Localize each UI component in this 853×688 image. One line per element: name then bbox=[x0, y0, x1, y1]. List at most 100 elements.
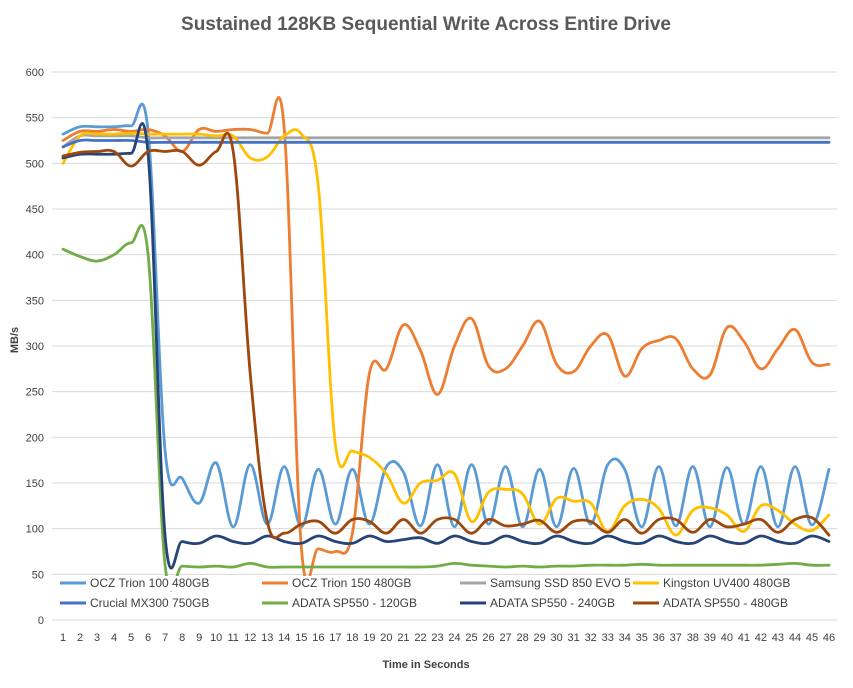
x-tick-label: 10 bbox=[210, 632, 222, 644]
legend-item-crucial-mx300-750gb: Crucial MX300 750GB bbox=[57, 596, 257, 611]
y-axis-label: MB/s bbox=[9, 327, 21, 353]
y-tick-label: 50 bbox=[32, 569, 44, 581]
x-tick-label: 20 bbox=[380, 632, 392, 644]
x-tick-label: 27 bbox=[499, 632, 511, 644]
legend-item-background bbox=[259, 576, 459, 591]
series-line-crucial-mx300-750gb bbox=[61, 138, 831, 149]
x-tick-label: 24 bbox=[448, 632, 460, 644]
x-tick-label: 4 bbox=[111, 632, 117, 644]
x-axis-label: Time in Seconds bbox=[382, 659, 469, 671]
x-tick-label: 35 bbox=[636, 632, 648, 644]
legend-label: ADATA SP550 - 120GB bbox=[292, 596, 417, 610]
legend-item-background bbox=[630, 576, 830, 591]
x-tick-label: 21 bbox=[397, 632, 409, 644]
x-tick-label: 11 bbox=[228, 632, 239, 644]
legend-label: ADATA SP550 - 240GB bbox=[490, 596, 615, 610]
x-tick-label: 6 bbox=[145, 632, 151, 644]
x-tick-label: 13 bbox=[261, 632, 273, 644]
series-line-ocz-trion-100-480gb bbox=[61, 102, 831, 529]
gridlines bbox=[52, 71, 837, 621]
x-tick-label: 9 bbox=[196, 632, 202, 644]
series-line-adata-sp550-240gb bbox=[61, 121, 831, 570]
y-tick-label: 100 bbox=[26, 524, 44, 536]
y-tick-label: 250 bbox=[26, 387, 44, 399]
y-axis-ticks: 0 50 100 150 200 250 300 350 400 450 500 550 600 bbox=[26, 67, 44, 627]
x-tick-label: 1 bbox=[60, 632, 66, 644]
x-tick-label: 14 bbox=[278, 632, 290, 644]
x-tick-label: 31 bbox=[568, 632, 580, 644]
y-tick-label: 150 bbox=[26, 478, 44, 490]
series-line-samsung-ssd-850-evo-500gb bbox=[61, 133, 831, 149]
x-tick-label: 22 bbox=[414, 632, 426, 644]
legend-item-background bbox=[57, 596, 257, 611]
x-tick-label: 36 bbox=[653, 632, 665, 644]
x-tick-label: 17 bbox=[329, 632, 341, 644]
x-tick-label: 34 bbox=[619, 632, 631, 644]
x-tick-label: 30 bbox=[551, 632, 563, 644]
x-tick-label: 15 bbox=[295, 632, 307, 644]
series-lines bbox=[61, 96, 831, 592]
legend-label: OCZ Trion 100 480GB bbox=[90, 576, 209, 590]
y-tick-label: 400 bbox=[26, 250, 44, 262]
x-tick-label: 25 bbox=[465, 632, 477, 644]
legend: OCZ Trion 100 480GB OCZ Trion 150 480GB Sa… bbox=[57, 576, 830, 611]
x-tick-label: 12 bbox=[244, 632, 256, 644]
legend-item-background bbox=[457, 596, 657, 611]
y-tick-label: 350 bbox=[26, 295, 44, 307]
legend-label: OCZ Trion 150 480GB bbox=[292, 576, 411, 590]
legend-item-background bbox=[630, 596, 830, 611]
legend-label: Crucial MX300 750GB bbox=[90, 596, 209, 610]
series-line-kingston-uv400-480gb bbox=[61, 128, 831, 537]
legend-item-adata-sp550-120gb: ADATA SP550 - 120GB bbox=[259, 596, 459, 611]
y-tick-label: 450 bbox=[26, 204, 44, 216]
legend-item-adata-sp550-480gb: ADATA SP550 - 480GB bbox=[630, 596, 830, 611]
x-tick-label: 19 bbox=[363, 632, 375, 644]
x-tick-label: 38 bbox=[687, 632, 699, 644]
legend-item-samsung-ssd-850-evo-500gb: Samsung SSD 850 EVO 500GB bbox=[457, 576, 661, 591]
legend-item-background bbox=[259, 596, 459, 611]
legend-item-background bbox=[457, 576, 657, 591]
series-line-adata-sp550-480gb bbox=[61, 131, 831, 540]
x-tick-label: 33 bbox=[602, 632, 614, 644]
y-tick-label: 200 bbox=[26, 432, 44, 444]
x-tick-label: 45 bbox=[806, 632, 818, 644]
x-axis-ticks: 1 2 3 4 5 6 7 8 9 10 11 12 13 14 15 16 17 18 19 20 21 22 23 24 2… bbox=[60, 632, 835, 644]
y-tick-label: 600 bbox=[26, 67, 44, 79]
legend-item-ocz-trion-100-480gb: OCZ Trion 100 480GB bbox=[57, 576, 257, 591]
x-tick-label: 28 bbox=[516, 632, 528, 644]
x-tick-label: 29 bbox=[533, 632, 545, 644]
legend-label: ADATA SP550 - 480GB bbox=[663, 596, 788, 610]
x-tick-label: 26 bbox=[482, 632, 494, 644]
x-tick-label: 18 bbox=[346, 632, 358, 644]
legend-item-background bbox=[57, 576, 257, 591]
legend-item-ocz-trion-150-480gb: OCZ Trion 150 480GB bbox=[259, 576, 459, 591]
x-tick-label: 44 bbox=[789, 632, 801, 644]
y-tick-label: 550 bbox=[26, 113, 44, 125]
x-tick-label: 37 bbox=[670, 632, 682, 644]
series-line-ocz-trion-150-480gb bbox=[61, 96, 831, 582]
y-tick-label: 300 bbox=[26, 341, 44, 353]
y-tick-label: 500 bbox=[26, 158, 44, 170]
x-tick-label: 40 bbox=[721, 632, 733, 644]
x-tick-label: 7 bbox=[162, 632, 168, 644]
x-tick-label: 2 bbox=[77, 632, 83, 644]
chart-title: Sustained 128KB Sequential Write Across … bbox=[181, 14, 671, 35]
legend-item-adata-sp550-240gb: ADATA SP550 - 240GB bbox=[457, 596, 657, 611]
x-tick-label: 41 bbox=[738, 632, 750, 644]
legend-item-kingston-uv400-480gb: Kingston UV400 480GB bbox=[630, 576, 830, 591]
x-tick-label: 46 bbox=[823, 632, 835, 644]
x-tick-label: 23 bbox=[431, 632, 443, 644]
x-tick-label: 8 bbox=[179, 632, 185, 644]
x-tick-label: 39 bbox=[704, 632, 716, 644]
legend-label: Kingston UV400 480GB bbox=[663, 576, 790, 590]
x-tick-label: 42 bbox=[755, 632, 767, 644]
x-tick-label: 32 bbox=[585, 632, 597, 644]
x-tick-label: 16 bbox=[312, 632, 324, 644]
x-tick-label: 5 bbox=[128, 632, 134, 644]
x-tick-label: 3 bbox=[94, 632, 100, 644]
y-tick-label: 0 bbox=[38, 615, 44, 627]
legend-label: Samsung SSD 850 EVO 500GB bbox=[490, 576, 661, 590]
x-tick-label: 43 bbox=[772, 632, 784, 644]
